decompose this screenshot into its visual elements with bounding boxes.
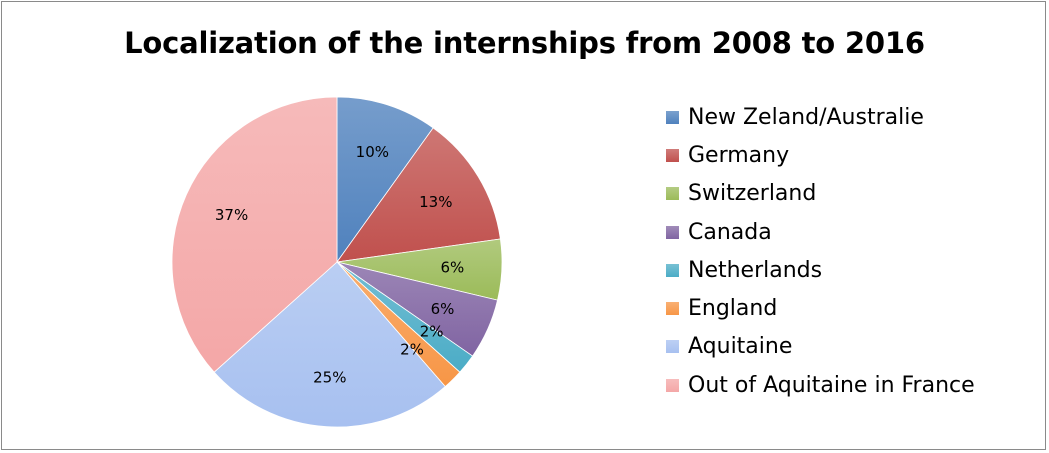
legend-item-netherlands: Netherlands [666,251,1036,289]
legend-swatch [666,187,679,201]
legend-label: England [688,296,778,322]
legend-swatch [666,148,679,162]
legend-swatch [666,263,679,277]
legend-label: Switzerland [688,181,817,207]
chart-title: Localization of the internships from 200… [124,26,925,60]
data-label-canada: 6% [431,300,455,318]
legend-item-germany: Germany [666,136,1036,174]
legend-label: Netherlands [688,257,823,283]
legend-swatch [666,302,679,316]
legend-swatch [666,340,679,354]
pie-slice-out-of-aquitaine-in-france [171,96,338,373]
data-label-new-zeland-australie: 10% [356,143,389,161]
data-label-out-of-aquitaine-in-france: 37% [215,206,248,224]
data-label-germany: 13% [419,193,452,211]
legend-label: Canada [688,219,772,245]
legend-item-out-of-aquitaine-in-france: Out of Aquitaine in France [666,366,1036,404]
legend-item-england: England [666,289,1036,327]
data-label-england: 2% [400,340,424,358]
pie-slice-germany [336,127,501,263]
legend-item-canada: Canada [666,213,1036,251]
legend-item-switzerland: Switzerland [666,175,1036,213]
legend-label: Aquitaine [688,334,793,360]
legend-item-aquitaine: Aquitaine [666,328,1036,366]
data-label-switzerland: 6% [440,258,464,276]
legend-label: Germany [688,142,790,168]
legend: New Zeland/Australie Germany Switzerland Ca… [666,98,1036,404]
legend-label: Out of Aquitaine in France [688,372,975,398]
legend-swatch [666,378,679,392]
legend-item-new-zeland-australie: New Zeland/Australie [666,98,1036,136]
legend-swatch [666,110,679,124]
pie-slice-aquitaine [213,261,446,428]
pie-slice-new-zeland-australie [336,96,434,264]
data-label-netherlands: 2% [420,323,444,341]
legend-label: New Zeland/Australie [688,104,924,130]
legend-swatch [666,225,679,239]
data-label-aquitaine: 25% [313,368,346,386]
